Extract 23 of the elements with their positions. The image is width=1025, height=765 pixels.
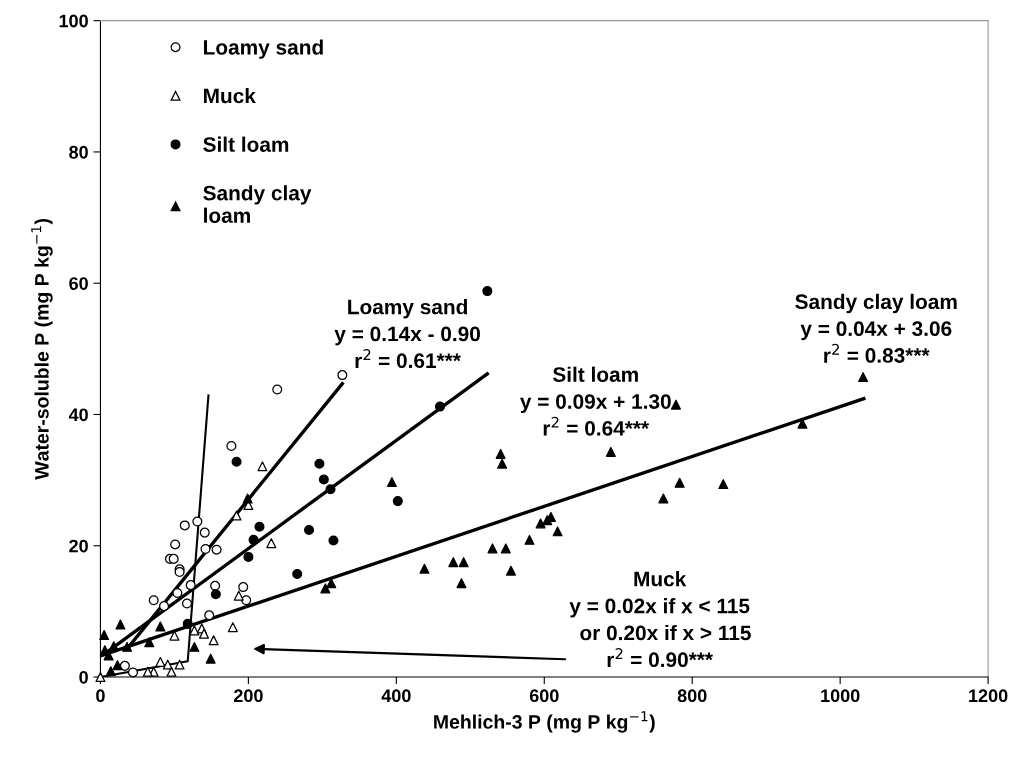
annotation: Sandy clay loam y = 0.04x + 3.06 r$^{2}$ = 0.83***	[795, 293, 957, 363]
x-tick-label: 200	[233, 689, 263, 703]
x-tick-label: 0	[96, 689, 105, 703]
y-tick-label: 60	[69, 277, 88, 290]
x-tick-label: 1200	[969, 689, 1008, 703]
y-tick-label: 40	[68, 408, 88, 422]
x-tick-label: 800	[677, 689, 707, 703]
x-tick-label: 400	[381, 689, 411, 703]
y-axis-title: Water-soluble P (mg P kg$^{−1}$)	[31, 218, 53, 480]
annotation: Silt loam y = 0.09x + 1.30 r$^{2}$ = 0.64***	[520, 366, 671, 436]
legend-label: Sandy clay loam	[203, 185, 312, 223]
y-tick-label: 20	[69, 539, 88, 553]
y-tick-label: 0	[79, 670, 88, 684]
legend-label: Loamy sand	[204, 39, 323, 59]
legend-label: Silt loam	[203, 136, 289, 152]
legend-label: Muck	[204, 87, 256, 104]
y-tick-label: 100	[59, 14, 88, 28]
x-tick-label: 1000	[821, 689, 860, 703]
annotation: Loamy sand y = 0.14x - 0.90 r$^{2}$ = 0.61***	[334, 299, 480, 369]
x-tick-label: 600	[529, 689, 559, 703]
annotation: Muck y = 0.02x if x < 115 or 0.20x if x > 115 r$^{2}$ = 0.90***	[569, 571, 751, 668]
x-axis-title: Mehlich-3 P (mg P kg$^{−1}$)	[434, 711, 655, 733]
y-tick-label: 80	[69, 145, 88, 159]
